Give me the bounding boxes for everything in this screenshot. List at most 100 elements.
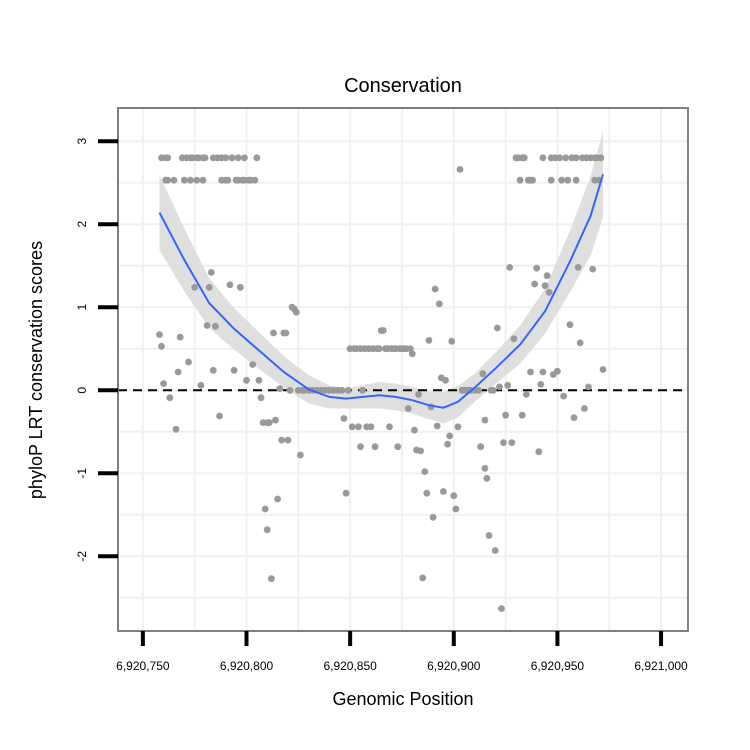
- data-point: [493, 324, 501, 332]
- data-point: [520, 154, 528, 162]
- confidence-band: [159, 131, 603, 424]
- data-point: [411, 426, 418, 434]
- data-point: [560, 392, 567, 400]
- data-point: [479, 370, 487, 378]
- data-point: [518, 411, 526, 419]
- data-point: [429, 513, 437, 521]
- data-point: [209, 366, 217, 374]
- data-point: [535, 448, 543, 456]
- x-tick-label: 6,920,800: [220, 659, 274, 673]
- data-point: [338, 386, 346, 394]
- data-point: [164, 154, 172, 162]
- data-point: [342, 489, 350, 497]
- data-point: [543, 272, 551, 280]
- y-tick-label: -2: [75, 551, 89, 562]
- data-point: [284, 436, 292, 444]
- data-point: [257, 394, 265, 402]
- data-point: [156, 331, 163, 338]
- data-point: [539, 368, 547, 376]
- data-point: [576, 339, 584, 347]
- y-tick-label: 2: [75, 221, 89, 228]
- data-point: [452, 505, 460, 513]
- data-point: [158, 342, 165, 350]
- data-point: [344, 386, 352, 394]
- data-point: [379, 327, 387, 334]
- data-point: [516, 176, 524, 184]
- data-point: [203, 322, 211, 329]
- data-point: [496, 383, 503, 391]
- data-point: [222, 154, 230, 162]
- data-point: [475, 386, 483, 394]
- data-point: [176, 333, 184, 341]
- data-point: [539, 154, 547, 162]
- data-point: [375, 345, 383, 353]
- data-point: [367, 423, 375, 431]
- data-point: [263, 526, 271, 534]
- data-point: [477, 443, 485, 451]
- data-point: [251, 176, 259, 184]
- data-point: [249, 361, 257, 368]
- data-point: [498, 605, 505, 612]
- data-point: [241, 154, 248, 162]
- x-tick-label: 6,920,950: [531, 659, 585, 673]
- data-point: [558, 176, 565, 184]
- data-point: [510, 335, 518, 343]
- data-point: [529, 176, 536, 184]
- data-point: [570, 414, 578, 421]
- data-point: [425, 337, 433, 344]
- x-tick-label: 6,921,000: [634, 659, 688, 673]
- data-point: [489, 386, 497, 394]
- data-point: [197, 381, 205, 389]
- data-point: [537, 381, 545, 388]
- data-point: [166, 394, 174, 402]
- data-point: [508, 439, 516, 446]
- data-point: [226, 281, 234, 289]
- data-point: [481, 464, 489, 472]
- data-point: [255, 376, 263, 384]
- data-point: [440, 488, 447, 495]
- data-point: [547, 176, 555, 184]
- data-point: [454, 423, 462, 431]
- data-point: [500, 439, 507, 446]
- data-point: [545, 288, 553, 296]
- data-point: [185, 358, 192, 366]
- data-point: [533, 264, 541, 272]
- data-point: [566, 321, 574, 329]
- data-point: [201, 154, 209, 162]
- x-tick-label: 6,920,750: [116, 659, 170, 673]
- data-point: [270, 329, 277, 337]
- data-point: [581, 405, 588, 412]
- data-point: [531, 280, 538, 288]
- data-point: [481, 416, 489, 424]
- y-tick-label: -1: [75, 468, 89, 479]
- data-point: [164, 176, 172, 184]
- data-point: [404, 405, 412, 412]
- data-point: [442, 376, 449, 384]
- data-point: [224, 176, 232, 184]
- y-tick-label: 3: [75, 138, 89, 145]
- data-point: [212, 322, 219, 330]
- data-point: [554, 367, 561, 375]
- data-point: [160, 380, 168, 387]
- smooth-fit-line: [158, 174, 604, 409]
- data-point: [230, 366, 238, 374]
- data-point: [357, 443, 364, 451]
- data-point: [450, 492, 458, 500]
- data-point: [446, 432, 453, 440]
- data-point: [297, 451, 304, 459]
- data-point: [448, 337, 456, 345]
- data-point: [485, 532, 493, 539]
- data-point: [415, 391, 422, 398]
- data-point: [199, 176, 207, 184]
- data-point: [572, 176, 580, 184]
- data-point: [502, 411, 509, 419]
- data-point: [286, 386, 294, 394]
- data-point: [564, 176, 572, 184]
- data-point: [435, 300, 443, 308]
- data-point: [340, 415, 348, 422]
- y-axis-title: phyloP LRT conservation scores: [26, 241, 46, 499]
- data-point: [541, 282, 549, 290]
- panel-border: [117, 107, 689, 632]
- y-tick-label: 0: [75, 387, 89, 394]
